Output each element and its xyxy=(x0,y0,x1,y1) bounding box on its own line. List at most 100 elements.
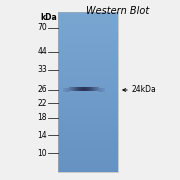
Bar xyxy=(58,140,118,141)
Bar xyxy=(58,164,118,165)
Bar xyxy=(104,88,105,92)
Bar xyxy=(58,79,118,80)
Bar xyxy=(58,117,118,118)
Bar xyxy=(58,129,118,130)
Text: 14: 14 xyxy=(37,130,47,140)
Bar xyxy=(58,70,118,71)
Bar xyxy=(58,106,118,107)
Bar xyxy=(58,34,118,35)
Bar xyxy=(58,39,118,40)
Bar xyxy=(58,20,118,21)
Bar xyxy=(58,65,118,66)
Bar xyxy=(58,125,118,126)
Bar xyxy=(88,87,89,91)
Bar xyxy=(58,30,118,31)
Bar xyxy=(58,93,118,94)
Bar xyxy=(58,86,118,87)
Bar xyxy=(79,87,80,91)
Bar xyxy=(58,169,118,170)
Bar xyxy=(58,151,118,152)
Text: 22: 22 xyxy=(37,98,47,107)
Bar xyxy=(58,145,118,146)
Bar xyxy=(58,45,118,46)
Bar xyxy=(58,168,118,169)
Bar xyxy=(58,76,118,77)
Bar xyxy=(58,54,118,55)
Bar xyxy=(58,31,118,32)
Bar xyxy=(58,109,118,110)
Bar xyxy=(58,83,118,84)
Text: 70: 70 xyxy=(37,24,47,33)
Bar xyxy=(58,14,118,15)
Bar xyxy=(58,85,118,86)
Bar xyxy=(58,152,118,153)
Bar xyxy=(58,88,118,89)
Text: Western Blot: Western Blot xyxy=(86,6,150,16)
Bar xyxy=(58,104,118,105)
Text: 33: 33 xyxy=(37,66,47,75)
Bar xyxy=(58,160,118,161)
Bar xyxy=(58,69,118,70)
Bar xyxy=(58,55,118,56)
Bar xyxy=(103,88,104,92)
Bar xyxy=(58,100,118,101)
Bar xyxy=(58,103,118,104)
Bar xyxy=(66,88,67,92)
Bar xyxy=(58,15,118,16)
Bar xyxy=(58,59,118,60)
Bar xyxy=(74,87,75,91)
Bar xyxy=(58,36,118,37)
Bar xyxy=(58,134,118,135)
Bar xyxy=(82,87,83,91)
Bar xyxy=(81,87,82,91)
Bar xyxy=(58,22,118,23)
Bar xyxy=(92,87,93,91)
Bar xyxy=(73,87,74,91)
Bar xyxy=(98,87,99,91)
Bar xyxy=(58,78,118,79)
Bar xyxy=(58,98,118,99)
Bar xyxy=(58,53,118,54)
Bar xyxy=(58,26,118,27)
Bar xyxy=(58,141,118,142)
Bar xyxy=(58,57,118,58)
Bar xyxy=(63,88,64,92)
Bar xyxy=(58,21,118,22)
Bar xyxy=(58,25,118,26)
Bar xyxy=(58,167,118,168)
Bar xyxy=(58,16,118,17)
Bar xyxy=(58,71,118,72)
Text: 18: 18 xyxy=(37,114,47,123)
Bar xyxy=(58,60,118,61)
Bar xyxy=(93,87,94,91)
Bar xyxy=(58,46,118,47)
Bar xyxy=(58,153,118,154)
Bar xyxy=(58,49,118,50)
Bar xyxy=(83,87,84,91)
Bar xyxy=(58,62,118,63)
Bar xyxy=(58,37,118,38)
Bar xyxy=(58,97,118,98)
Bar xyxy=(76,87,77,91)
Bar xyxy=(58,138,118,139)
Bar xyxy=(58,118,118,119)
Bar xyxy=(58,18,118,19)
Bar xyxy=(58,112,118,113)
Bar xyxy=(75,87,76,91)
Bar xyxy=(58,24,118,25)
Bar xyxy=(58,58,118,59)
Bar xyxy=(58,131,118,132)
Bar xyxy=(58,28,118,29)
Bar xyxy=(58,75,118,76)
Bar xyxy=(58,108,118,109)
Bar xyxy=(58,33,118,34)
Bar xyxy=(58,23,118,24)
Bar xyxy=(58,56,118,57)
Bar xyxy=(58,166,118,167)
Bar xyxy=(58,35,118,36)
Bar xyxy=(96,87,97,91)
Bar xyxy=(58,43,118,44)
Bar xyxy=(58,90,118,91)
Bar xyxy=(84,87,85,91)
Bar xyxy=(58,159,118,160)
